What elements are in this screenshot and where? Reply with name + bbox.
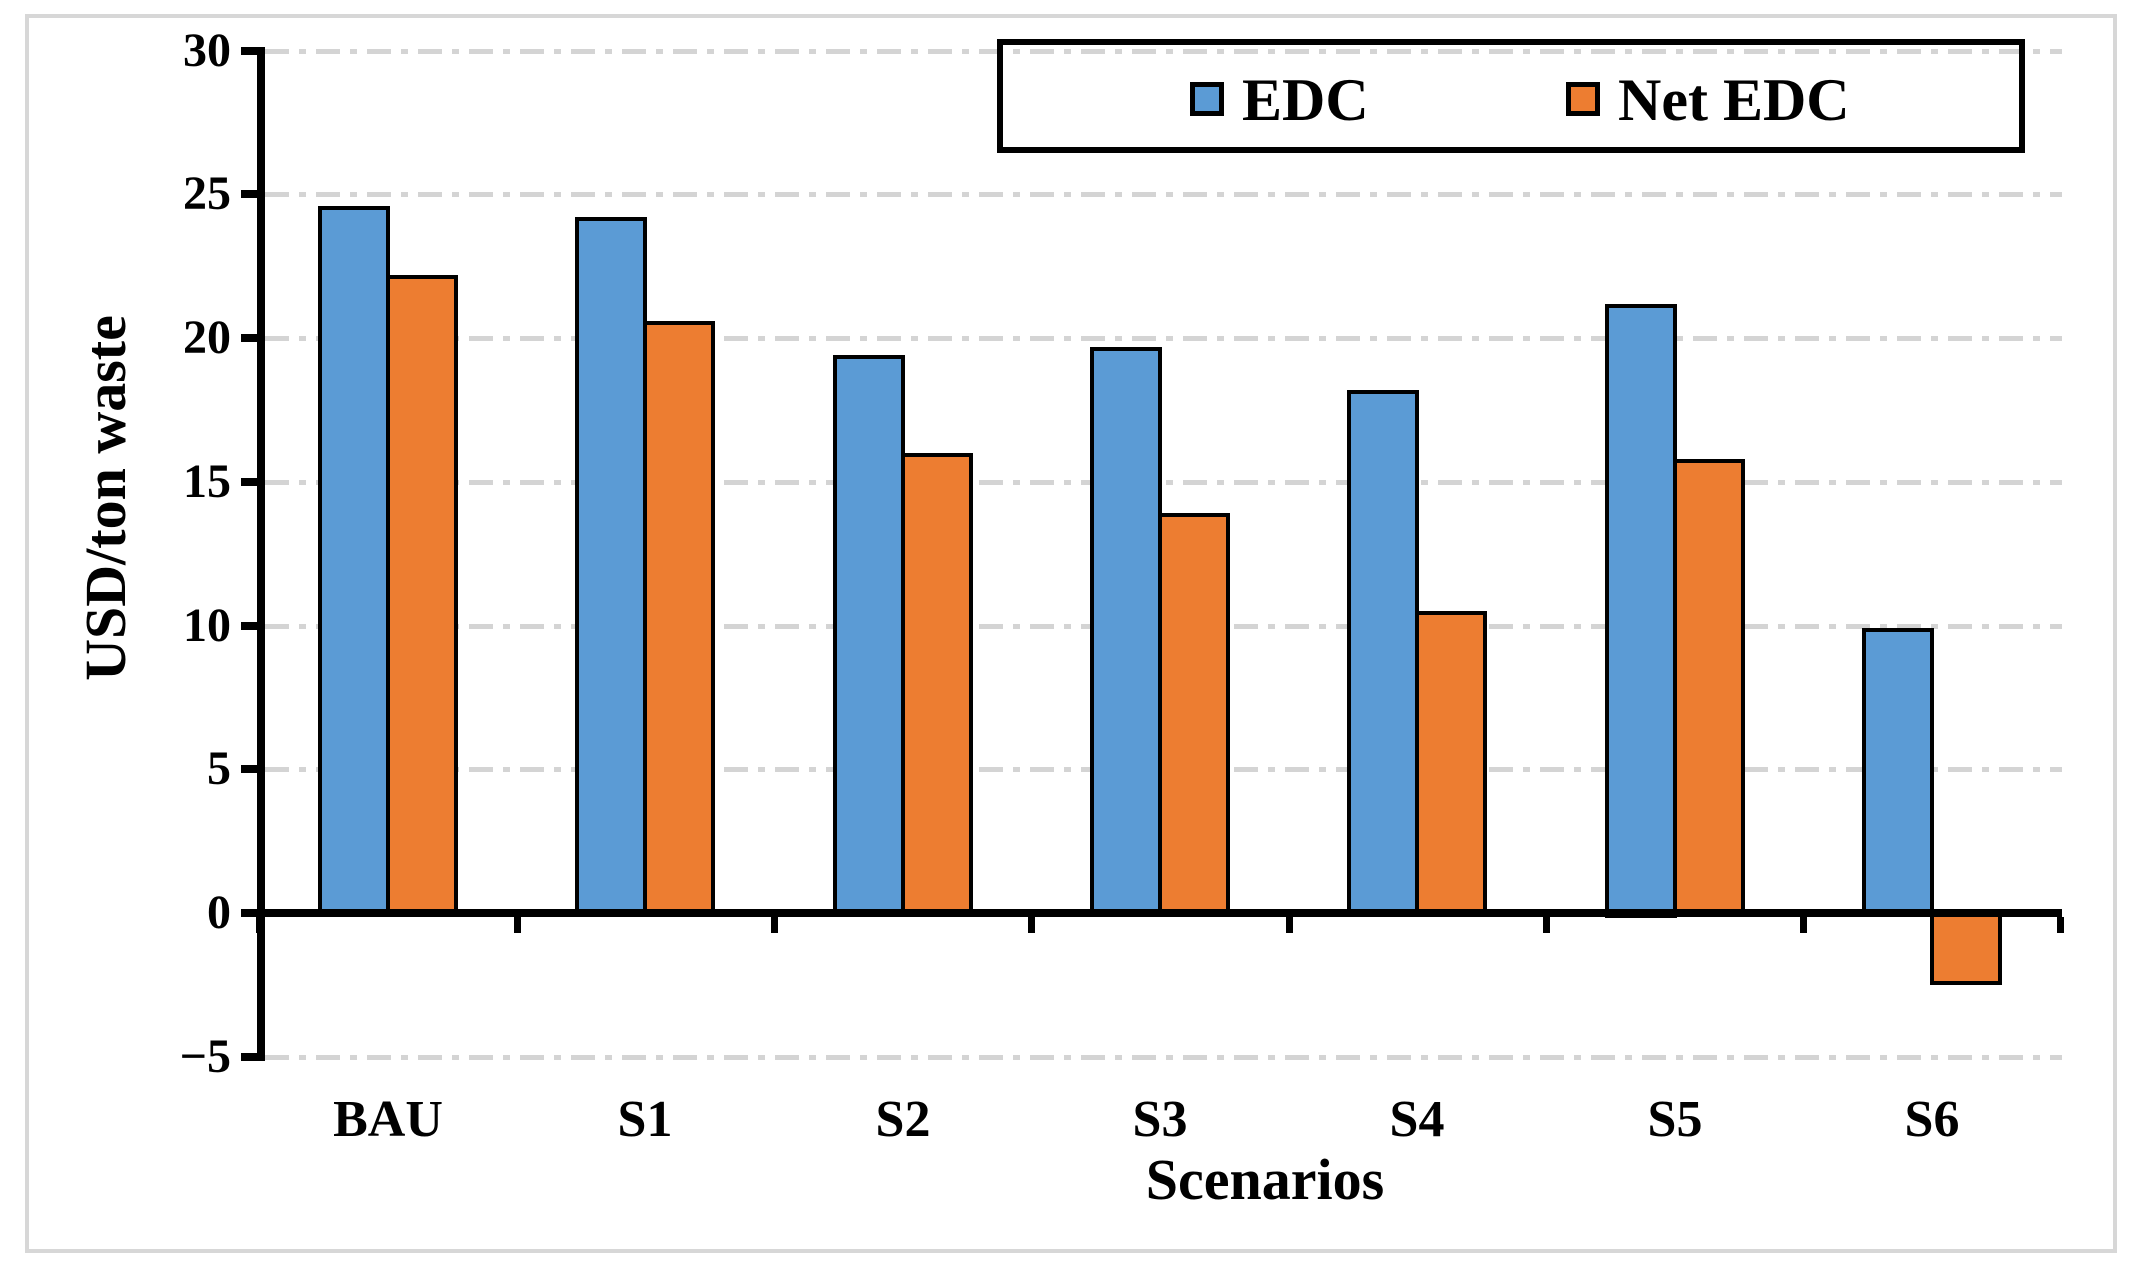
- x-tick-1: [514, 917, 521, 933]
- x-tick-0: [256, 917, 263, 933]
- y-tick--5: [241, 1053, 265, 1061]
- x-tick-label-S3: S3: [1132, 1091, 1188, 1148]
- bar-edc-S6: [1862, 628, 1934, 917]
- x-tick-6: [1800, 917, 1807, 933]
- y-tick-label-10: 10: [183, 599, 231, 652]
- x-tick-label-S5: S5: [1647, 1091, 1703, 1148]
- y-axis-line: [257, 49, 265, 1061]
- bar-net-edc-S4: [1415, 611, 1487, 917]
- x-tick-label-S2: S2: [875, 1091, 931, 1148]
- y-tick-label-20: 20: [183, 311, 231, 364]
- gridline-y-20: [265, 336, 2062, 341]
- y-tick-0: [241, 909, 265, 917]
- x-tick-7: [2057, 917, 2064, 933]
- bar-edc-S1: [575, 217, 647, 917]
- y-tick-30: [241, 47, 265, 55]
- legend-box: EDC Net EDC: [997, 39, 2025, 153]
- x-tick-3: [1028, 917, 1035, 933]
- bar-net-edc-S1: [643, 321, 715, 917]
- x-tick-label-S6: S6: [1904, 1091, 1960, 1148]
- gridline-y-30: [265, 49, 2062, 54]
- y-tick-label-25: 25: [183, 167, 231, 220]
- legend-swatch-edc: [1190, 82, 1224, 116]
- x-axis-title: Scenarios: [1145, 1147, 1385, 1212]
- y-tick-15: [241, 478, 265, 486]
- legend-label-net-edc: Net EDC: [1618, 67, 1850, 133]
- x-tick-5: [1543, 917, 1550, 933]
- bar-edc-BAU: [318, 206, 390, 917]
- y-tick-10: [241, 622, 265, 630]
- y-tick-label--5: −5: [179, 1030, 231, 1083]
- bar-net-edc-BAU: [386, 275, 458, 917]
- bar-edc-S5: [1605, 304, 1677, 918]
- bar-edc-S2: [833, 355, 905, 917]
- y-tick-label-30: 30: [183, 24, 231, 77]
- y-tick-label-15: 15: [183, 455, 231, 508]
- legend-label-edc: EDC: [1242, 67, 1369, 133]
- bar-net-edc-S5: [1673, 459, 1745, 917]
- y-tick-5: [241, 765, 265, 773]
- bar-edc-S4: [1347, 390, 1419, 917]
- x-tick-label-S1: S1: [617, 1091, 673, 1148]
- legend-swatch-net-edc: [1566, 82, 1600, 116]
- x-tick-4: [1286, 917, 1293, 933]
- y-tick-25: [241, 190, 265, 198]
- y-tick-20: [241, 334, 265, 342]
- y-tick-label-5: 5: [207, 742, 231, 795]
- x-axis-line: [257, 909, 2062, 917]
- x-tick-label-S4: S4: [1389, 1091, 1445, 1148]
- bar-net-edc-S2: [901, 453, 973, 917]
- x-tick-label-BAU: BAU: [333, 1091, 443, 1148]
- gridline-y-15: [265, 480, 2062, 485]
- bar-edc-S3: [1090, 347, 1162, 917]
- y-tick-label-0: 0: [207, 886, 231, 939]
- bar-net-edc-S6: [1930, 909, 2002, 985]
- bar-net-edc-S3: [1158, 513, 1230, 917]
- gridline-y-25: [265, 192, 2062, 197]
- y-axis-title: USD/ton waste: [73, 315, 138, 681]
- gridline-y--5: [265, 1055, 2062, 1060]
- x-tick-2: [771, 917, 778, 933]
